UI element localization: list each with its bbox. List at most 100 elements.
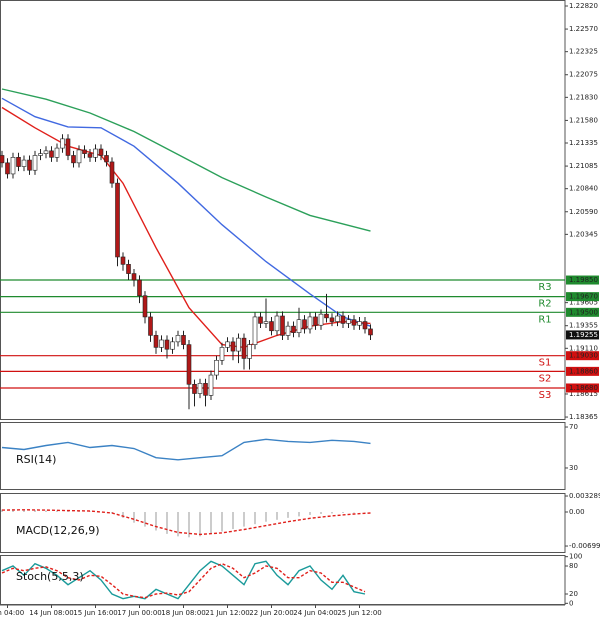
candle-body: [313, 316, 318, 326]
candle-body: [368, 328, 373, 336]
candle-body: [269, 321, 274, 332]
candle-body: [16, 157, 21, 167]
candle-body: [27, 159, 32, 171]
candle-body: [296, 319, 302, 333]
y-tick-label: 20: [569, 590, 578, 598]
y-tick-label: 0.003289: [569, 492, 600, 500]
candle-body: [258, 316, 263, 324]
candle-body: [280, 315, 285, 336]
candle-body: [10, 157, 16, 175]
candle-body: [93, 148, 98, 158]
candle-body: [54, 147, 60, 158]
level-name: S3: [539, 390, 552, 401]
candle-body: [362, 321, 368, 330]
candle-body: [252, 316, 258, 345]
candle-body: [137, 279, 142, 297]
candle-body: [115, 182, 120, 258]
x-tick-label: Jun 04:00: [0, 609, 24, 617]
candle-body: [197, 383, 203, 394]
y-tick-label: 1.21580: [569, 116, 598, 124]
y-tick-label: 1.20590: [569, 208, 598, 216]
panel-title: RSI(14): [16, 453, 56, 466]
level-price-box: [566, 292, 599, 302]
level-price-label: 1.18680: [569, 384, 598, 392]
candle-body: [241, 337, 247, 359]
x-tick-label: 18 Jun 08:00: [161, 609, 205, 617]
candle-body: [203, 383, 208, 396]
candle-body: [71, 155, 76, 164]
candle-body: [170, 341, 175, 350]
y-tick-label: 1.22820: [569, 2, 598, 10]
last-price-box: [566, 330, 599, 340]
candle-body: [82, 149, 87, 154]
y-tick-label: 1.18365: [569, 413, 598, 421]
candle-body: [329, 317, 335, 322]
y-tick-label: 1.19355: [569, 322, 598, 330]
candle-body: [76, 149, 82, 164]
candle-body: [131, 273, 137, 281]
y-tick-label: 100: [569, 553, 582, 561]
moving-average: [1, 88, 371, 232]
level-name: R1: [538, 314, 551, 325]
signal-line: [1, 509, 371, 536]
level-price-label: 1.19500: [569, 308, 598, 316]
y-tick-label: 0: [569, 599, 573, 607]
candle-body: [357, 321, 362, 326]
candle-body: [65, 138, 71, 156]
candle-body: [60, 138, 65, 149]
level-price-box: [566, 351, 599, 361]
candle-body: [21, 159, 27, 167]
y-tick-label: 70: [569, 423, 578, 431]
panel-frame: [0, 493, 566, 553]
x-tick-label: 17 Jun 00:00: [117, 609, 161, 617]
candle-body: [148, 316, 153, 336]
y-tick-label: 1.21335: [569, 139, 598, 147]
level-price-box: [566, 366, 599, 376]
candle-body: [230, 341, 236, 352]
candle-body: [104, 155, 109, 163]
candle-body: [186, 344, 192, 385]
x-tick-label: 21 Jun 12:00: [205, 609, 249, 617]
x-tick-label: 22 Jun 20:00: [249, 609, 293, 617]
y-tick-label: 1.21085: [569, 162, 598, 170]
level-price-label: 1.19850: [569, 276, 598, 284]
candle-body: [302, 319, 307, 330]
y-tick-label: 1.19110: [569, 344, 598, 352]
candle-body: [274, 315, 280, 332]
candle-body: [43, 150, 49, 154]
candle-body: [247, 344, 252, 359]
x-tick-label: 24 Jun 04:00: [293, 609, 337, 617]
level-price-label: 1.18860: [569, 367, 598, 375]
candle-body: [49, 150, 54, 158]
candle-body: [208, 374, 214, 396]
candle-body: [318, 313, 324, 326]
candle-body: [126, 264, 131, 274]
y-tick-label: 1.21830: [569, 93, 598, 101]
level-name: S2: [539, 373, 552, 384]
y-tick-label: 80: [569, 562, 578, 570]
candle-body: [214, 360, 219, 376]
candle-body: [142, 295, 148, 318]
level-price-box: [566, 383, 599, 393]
candle-body: [324, 313, 329, 319]
candle-body: [159, 339, 164, 348]
candle-body: [181, 335, 186, 345]
candle-body: [351, 319, 357, 326]
level-price-label: 1.19670: [569, 293, 598, 301]
y-tick-label: 1.22570: [569, 25, 598, 33]
level-name: R2: [538, 299, 551, 310]
candle-body: [340, 315, 346, 324]
candle-body: [164, 339, 170, 350]
candle-body: [307, 316, 313, 330]
candle-body: [225, 341, 230, 348]
moving-average: [1, 97, 371, 327]
candle-body: [285, 325, 291, 336]
last-price-label: 1.19255: [569, 331, 598, 339]
candle-body: [335, 315, 340, 322]
panel-frame: [0, 422, 566, 490]
indicator-line: [1, 560, 366, 600]
candle-body: [87, 153, 93, 158]
candle-body: [0, 155, 5, 164]
